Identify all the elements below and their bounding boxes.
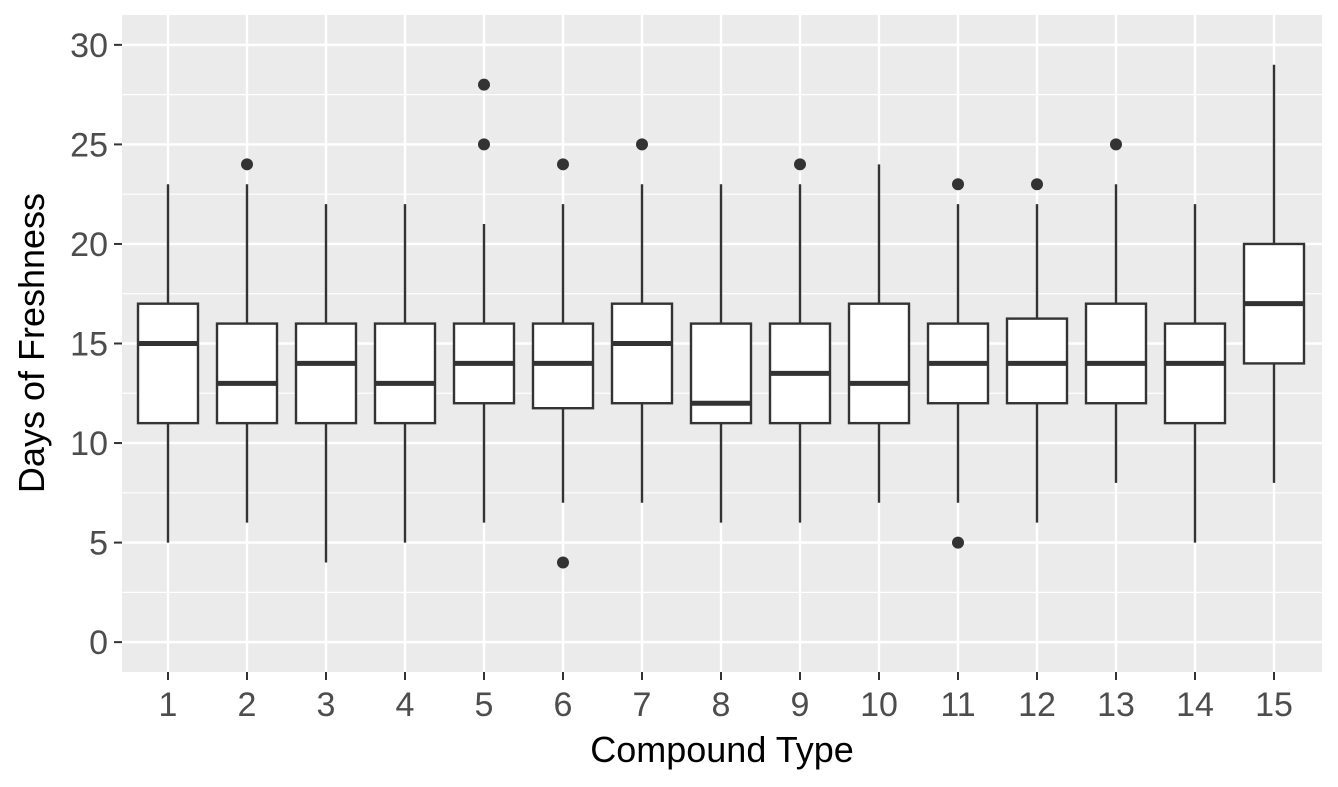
outlier-point (1031, 178, 1043, 191)
x-tick-label: 10 (860, 686, 898, 724)
box-9 (768, 158, 832, 523)
y-tick-label: 25 (70, 126, 108, 164)
box-14 (1163, 204, 1227, 543)
box-15 (1242, 64, 1306, 483)
box-5 (452, 78, 516, 523)
x-tick-label: 4 (396, 686, 415, 724)
x-axis: 1 2 3 4 5 6 7 8 9 10 11 12 13 14 15 (159, 672, 1293, 724)
box-body (1163, 322, 1227, 425)
x-tick-label: 1 (159, 686, 178, 724)
outlier-point (557, 556, 569, 569)
outlier-point (241, 158, 253, 171)
y-tick-label: 5 (89, 525, 108, 563)
box-4 (373, 204, 437, 543)
box-7 (610, 138, 674, 503)
y-tick-label: 0 (89, 624, 108, 662)
box-1 (136, 184, 200, 543)
box-body (373, 322, 437, 425)
boxes (136, 64, 1306, 569)
box-body (1084, 302, 1148, 405)
x-tick-label: 8 (712, 686, 731, 724)
y-tick-label: 20 (70, 226, 108, 264)
box-body (610, 302, 674, 405)
box-body (689, 322, 753, 425)
box-body (294, 322, 358, 425)
box-8 (689, 184, 753, 523)
y-tick-label: 30 (70, 27, 108, 65)
x-tick-label: 3 (317, 686, 336, 724)
outlier-point (636, 138, 648, 151)
outlier-point (557, 158, 569, 171)
x-tick-label: 6 (554, 686, 573, 724)
outlier-point (478, 138, 490, 151)
x-tick-label: 7 (633, 686, 652, 724)
box-10 (847, 164, 911, 503)
x-tick-label: 12 (1018, 686, 1056, 724)
outlier-point (1110, 138, 1122, 151)
outlier-point (794, 158, 806, 171)
box-6 (531, 158, 595, 569)
box-12 (1005, 178, 1069, 523)
outlier-point (952, 536, 964, 549)
box-body (215, 322, 279, 425)
y-axis: 0 5 10 15 20 25 30 (70, 27, 122, 662)
box-11 (926, 178, 990, 549)
y-tick-label: 15 (70, 326, 108, 364)
x-tick-label: 13 (1097, 686, 1135, 724)
x-tick-label: 15 (1255, 686, 1293, 724)
y-axis-title: Days of Freshness (11, 193, 52, 493)
box-13 (1084, 138, 1148, 483)
box-body (847, 302, 911, 425)
box-2 (215, 158, 279, 523)
x-tick-label: 5 (475, 686, 494, 724)
x-tick-label: 9 (791, 686, 810, 724)
x-tick-label: 11 (940, 686, 975, 724)
outlier-point (952, 178, 964, 191)
x-tick-label: 2 (238, 686, 257, 724)
x-axis-title: Compound Type (590, 729, 854, 770)
x-tick-label: 14 (1176, 686, 1214, 724)
y-tick-label: 10 (70, 425, 108, 463)
box-3 (294, 204, 358, 563)
box-body (136, 302, 200, 425)
outlier-point (478, 78, 490, 91)
